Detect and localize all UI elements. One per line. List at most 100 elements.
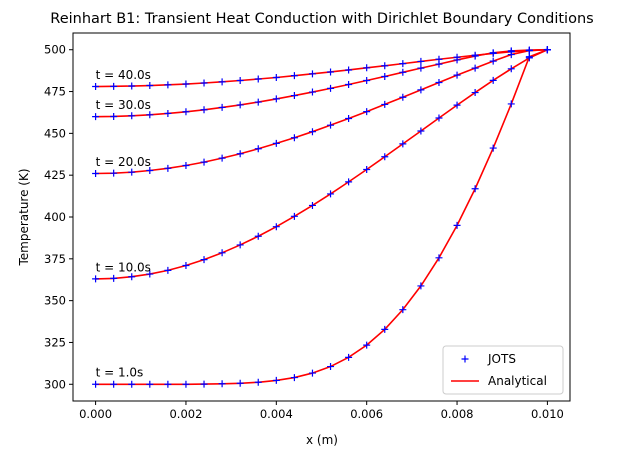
legend: JOTS Analytical xyxy=(442,345,564,395)
y-tick-label: 450 xyxy=(44,126,66,140)
jots-point xyxy=(146,270,154,278)
jots-point xyxy=(417,86,425,94)
x-tick-label: 0.008 xyxy=(441,407,474,421)
jots-point xyxy=(92,380,100,388)
jots-point xyxy=(308,70,316,78)
jots-point xyxy=(182,108,190,116)
jots-point xyxy=(218,78,226,86)
jots-point xyxy=(146,380,154,388)
jots-point xyxy=(110,169,118,177)
analytical-line-series-4 xyxy=(95,48,548,88)
jots-point xyxy=(290,72,298,80)
jots-point xyxy=(290,374,298,382)
jots-point xyxy=(489,144,497,152)
x-axis-label: x (m) xyxy=(306,433,338,447)
jots-point xyxy=(146,82,154,90)
y-tick-label: 375 xyxy=(44,252,66,266)
jots-point xyxy=(110,380,118,388)
jots-point xyxy=(399,306,407,314)
jots-point xyxy=(182,262,190,270)
jots-point xyxy=(272,73,280,81)
series-lines xyxy=(95,48,548,386)
jots-point xyxy=(453,101,461,109)
jots-point xyxy=(236,241,244,249)
series-labels: t = 1.0s t = 10.0s t = 20.0s t = 30.0s t = 4… xyxy=(96,68,151,380)
jots-point xyxy=(110,82,118,90)
jots-point xyxy=(236,77,244,85)
jots-point xyxy=(164,164,172,172)
x-tick-label: 0.010 xyxy=(531,407,564,421)
x-tick-label: 0.004 xyxy=(260,407,293,421)
jots-point xyxy=(164,81,172,89)
jots-point xyxy=(435,254,443,262)
jots-point xyxy=(327,190,335,198)
jots-point xyxy=(399,68,407,76)
legend-label-analytical: Analytical xyxy=(488,374,547,388)
jots-point xyxy=(92,113,100,121)
jots-point xyxy=(507,48,515,56)
jots-point xyxy=(489,49,497,57)
jots-point xyxy=(471,185,479,193)
jots-point xyxy=(345,178,353,186)
jots-point xyxy=(489,76,497,84)
jots-point xyxy=(399,93,407,101)
series-annotation: t = 40.0s xyxy=(96,68,151,82)
jots-point xyxy=(399,140,407,148)
y-axis-label: Temperature (K) xyxy=(17,168,31,266)
jots-point xyxy=(182,80,190,88)
jots-point xyxy=(381,62,389,70)
jots-point xyxy=(327,363,335,371)
jots-point xyxy=(345,81,353,89)
jots-point xyxy=(200,256,208,264)
jots-point xyxy=(327,68,335,76)
jots-point xyxy=(381,72,389,80)
jots-point xyxy=(363,108,371,116)
jots-point xyxy=(308,128,316,136)
jots-point xyxy=(254,378,262,386)
jots-point xyxy=(272,95,280,103)
y-tick-label: 325 xyxy=(44,335,66,349)
jots-point xyxy=(435,55,443,63)
jots-point xyxy=(507,65,515,73)
jots-point xyxy=(363,77,371,85)
jots-point xyxy=(471,89,479,97)
jots-point xyxy=(200,380,208,388)
jots-point xyxy=(381,153,389,161)
jots-point xyxy=(417,127,425,135)
jots-point xyxy=(218,249,226,257)
chart-title: Reinhart B1: Transient Heat Conduction w… xyxy=(50,11,593,27)
jots-point xyxy=(381,325,389,333)
jots-point xyxy=(218,380,226,388)
x-tick-label: 0.006 xyxy=(350,407,383,421)
jots-point xyxy=(308,369,316,377)
y-tick-label: 300 xyxy=(44,377,66,391)
plot-frame xyxy=(72,32,571,402)
jots-point xyxy=(254,75,262,83)
series-annotation: t = 20.0s xyxy=(96,155,151,169)
jots-point xyxy=(327,121,335,129)
jots-point xyxy=(417,64,425,72)
jots-point xyxy=(218,103,226,111)
jots-point xyxy=(146,166,154,174)
jots-point xyxy=(128,380,136,388)
y-tick-label: 425 xyxy=(44,168,66,182)
analytical-line-series-1 xyxy=(95,49,548,280)
jots-point xyxy=(543,46,551,54)
jots-point xyxy=(128,168,136,176)
jots-point xyxy=(471,64,479,72)
jots-point xyxy=(453,71,461,79)
jots-point xyxy=(471,51,479,59)
jots-point xyxy=(363,165,371,173)
jots-point xyxy=(363,64,371,72)
jots-point xyxy=(182,380,190,388)
jots-point xyxy=(272,376,280,384)
jots-point xyxy=(489,57,497,65)
analytical-line-series-2 xyxy=(95,48,548,175)
jots-point xyxy=(327,84,335,92)
legend-marker-jots xyxy=(461,355,469,363)
jots-point xyxy=(182,161,190,169)
jots-point xyxy=(200,79,208,87)
jots-point xyxy=(525,54,533,62)
jots-point xyxy=(308,201,316,209)
x-tick-label: 0.002 xyxy=(169,407,202,421)
